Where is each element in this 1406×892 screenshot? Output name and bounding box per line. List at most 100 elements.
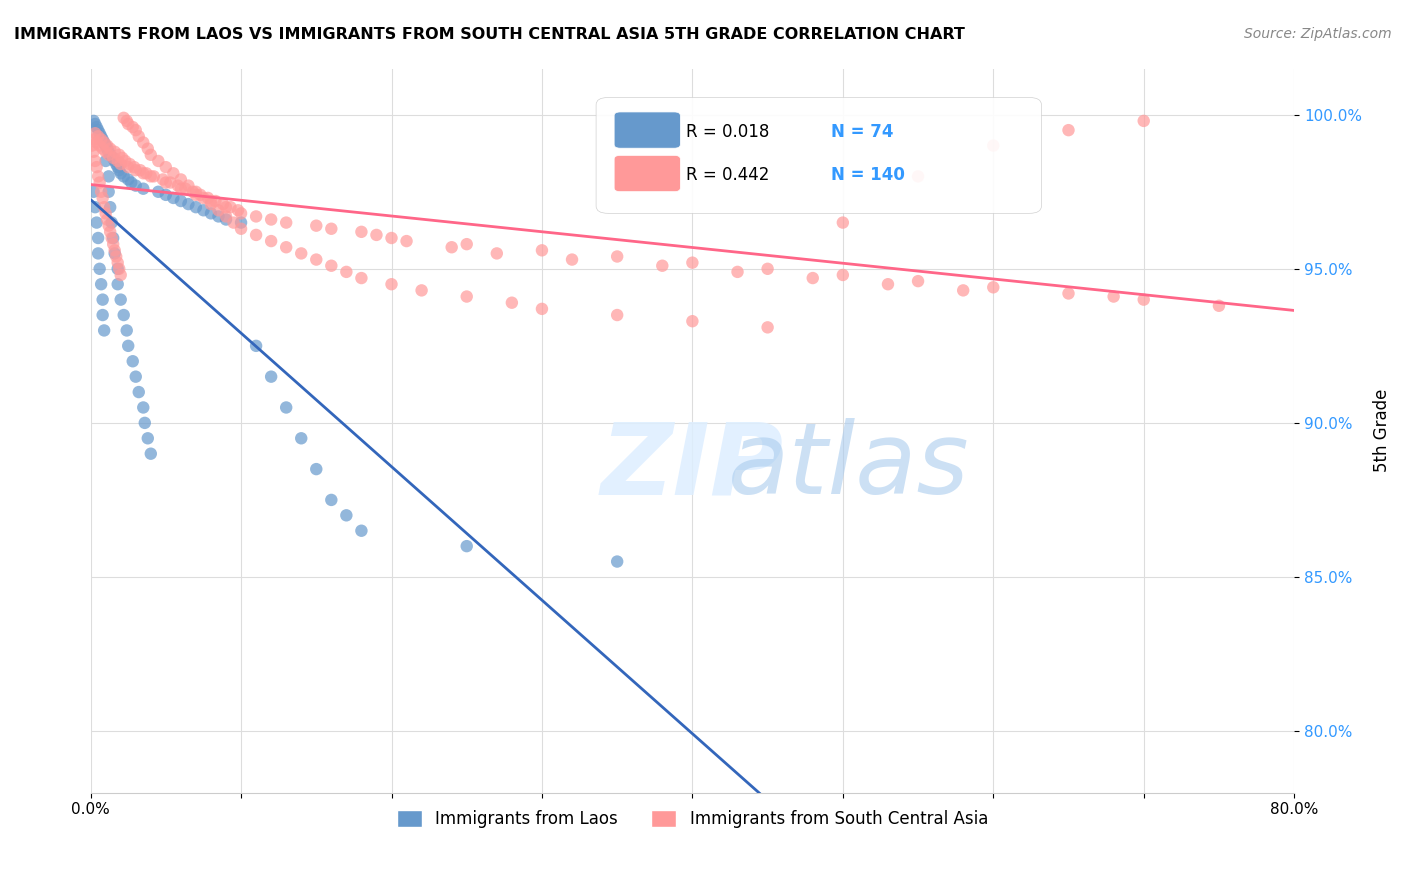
Point <box>89 176 111 190</box>
Point <box>276 240 298 254</box>
Point <box>207 203 229 218</box>
Point <box>98 225 121 239</box>
Point <box>456 289 478 303</box>
Point <box>162 191 184 205</box>
Point <box>530 301 553 316</box>
Point <box>260 234 283 248</box>
Point <box>877 277 900 292</box>
Point <box>97 145 120 159</box>
Point <box>1132 293 1154 307</box>
Point <box>290 246 312 260</box>
Point <box>321 492 343 507</box>
Point <box>107 255 129 269</box>
Point <box>155 176 177 190</box>
Point <box>90 277 112 292</box>
Point <box>219 200 242 214</box>
Point <box>104 246 127 260</box>
Point <box>212 197 235 211</box>
Point <box>108 261 131 276</box>
Point <box>89 126 111 140</box>
Point <box>91 293 114 307</box>
Point <box>276 401 298 415</box>
Point <box>128 129 150 144</box>
Point <box>395 234 418 248</box>
Point <box>84 117 107 131</box>
Point <box>200 206 222 220</box>
Point <box>530 244 553 258</box>
Point <box>200 197 222 211</box>
Point <box>120 176 142 190</box>
Point <box>756 261 779 276</box>
Point <box>193 203 215 218</box>
Point <box>681 255 703 269</box>
Point <box>190 187 212 202</box>
Point <box>952 284 974 298</box>
Point <box>117 339 139 353</box>
Point <box>87 169 110 184</box>
Point <box>110 268 132 282</box>
Point <box>93 136 115 150</box>
Point <box>606 308 628 322</box>
Point <box>111 151 134 165</box>
Point <box>83 145 105 159</box>
Point <box>114 153 136 168</box>
Point <box>86 216 108 230</box>
Point <box>139 169 162 184</box>
Point <box>87 123 110 137</box>
Point <box>142 169 165 184</box>
Point <box>260 212 283 227</box>
Point <box>456 237 478 252</box>
Point <box>1208 299 1230 313</box>
Point <box>86 120 108 134</box>
FancyBboxPatch shape <box>614 155 681 192</box>
Point <box>89 261 111 276</box>
Point <box>229 221 252 235</box>
Text: N = 140: N = 140 <box>831 166 904 185</box>
Point <box>193 191 215 205</box>
Point <box>440 240 463 254</box>
Point <box>200 194 222 208</box>
Point <box>108 163 131 178</box>
Point <box>125 163 148 178</box>
Point <box>86 136 108 150</box>
Point <box>117 172 139 186</box>
Point <box>226 203 249 218</box>
Point <box>91 142 114 156</box>
Point <box>118 157 141 171</box>
Point <box>155 187 177 202</box>
Point <box>380 277 402 292</box>
Point <box>94 153 117 168</box>
Point <box>94 145 117 159</box>
Point <box>84 126 107 140</box>
Point <box>117 160 139 174</box>
Point <box>177 197 200 211</box>
Point <box>91 132 114 146</box>
Point <box>105 250 128 264</box>
Point <box>84 200 107 214</box>
Point <box>128 385 150 400</box>
Point <box>801 271 824 285</box>
Text: R = 0.442: R = 0.442 <box>686 166 769 185</box>
Point <box>907 169 929 184</box>
Point <box>101 231 124 245</box>
Point <box>831 216 853 230</box>
Point <box>125 178 148 193</box>
Point <box>222 216 245 230</box>
Point <box>561 252 583 267</box>
Point <box>260 369 283 384</box>
Point <box>83 114 105 128</box>
Point <box>215 210 238 224</box>
Point <box>96 142 118 156</box>
Point <box>122 160 145 174</box>
Point <box>83 132 105 146</box>
Point <box>606 555 628 569</box>
Point <box>107 261 129 276</box>
Point <box>87 246 110 260</box>
Point <box>98 142 121 156</box>
Point <box>606 250 628 264</box>
Point <box>245 227 267 242</box>
Point <box>97 185 120 199</box>
Text: IMMIGRANTS FROM LAOS VS IMMIGRANTS FROM SOUTH CENTRAL ASIA 5TH GRADE CORRELATION: IMMIGRANTS FROM LAOS VS IMMIGRANTS FROM … <box>14 27 965 42</box>
Point <box>290 431 312 445</box>
Point <box>305 252 328 267</box>
